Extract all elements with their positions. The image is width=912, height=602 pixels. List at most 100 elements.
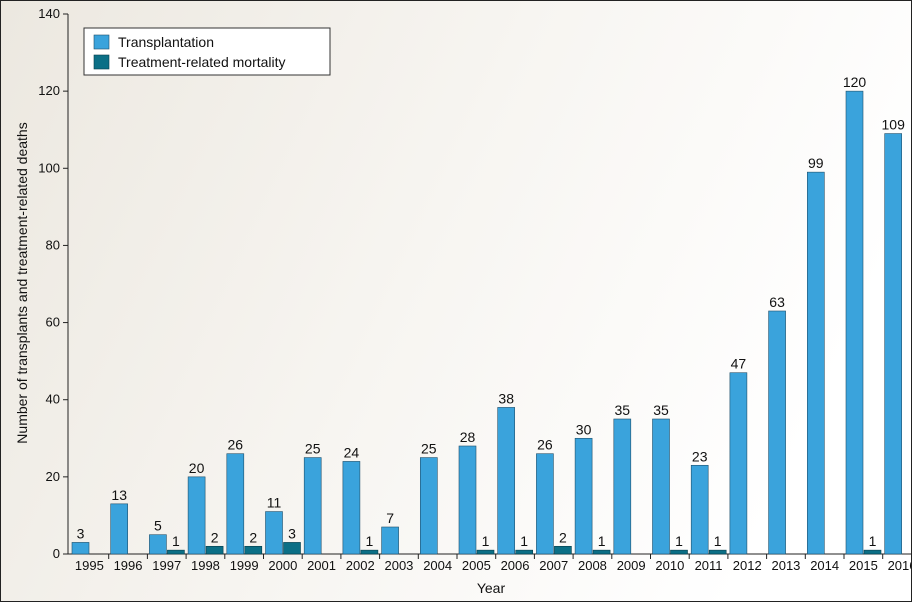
bar-mortality xyxy=(360,549,379,555)
legend-swatch-treatment-related-mortality xyxy=(93,54,110,70)
bar-mortality xyxy=(863,549,882,555)
bar-value-label: 1 xyxy=(675,533,683,549)
bar-mortality xyxy=(476,549,495,555)
bar-mortality xyxy=(592,549,611,555)
bar-transplantation xyxy=(187,476,206,555)
x-tick-label: 2012 xyxy=(733,558,762,573)
bar-transplantation xyxy=(652,418,670,555)
bar-value-label: 35 xyxy=(653,402,669,418)
y-tick-label: 20 xyxy=(46,469,60,484)
x-tick-label: 2004 xyxy=(423,558,452,573)
bar-mortality xyxy=(515,549,534,555)
x-tick-label: 2002 xyxy=(346,558,375,573)
bar-mortality xyxy=(554,545,572,555)
x-tick-label: 2000 xyxy=(268,558,297,573)
bar-transplantation xyxy=(729,372,748,555)
x-tick-label: 2009 xyxy=(617,558,646,573)
y-tick-label: 120 xyxy=(38,83,60,98)
bar-value-label: 1 xyxy=(520,533,528,549)
x-tick-label: 2007 xyxy=(539,558,568,573)
bar-value-label: 3 xyxy=(77,525,85,541)
bar-value-label: 35 xyxy=(615,402,631,418)
bar-transplantation xyxy=(71,542,90,555)
x-tick-label: 1998 xyxy=(191,558,220,573)
bar-value-label: 1 xyxy=(366,533,374,549)
bar-value-label: 109 xyxy=(882,117,906,133)
bar-value-label: 7 xyxy=(386,510,394,526)
bar-transplantation xyxy=(845,90,864,555)
bar-mortality xyxy=(283,542,301,555)
bar-transplantation xyxy=(381,526,399,555)
x-tick-label: 2014 xyxy=(810,558,839,573)
legend-swatch-transplantation xyxy=(93,34,110,50)
bar-mortality xyxy=(244,545,263,555)
bar-value-label: 1 xyxy=(598,533,606,549)
bar-value-label: 120 xyxy=(843,74,867,90)
legend-label-treatment-related-mortality: Treatment-related mortality xyxy=(118,54,286,70)
bar-transplantation xyxy=(768,310,786,555)
bar-value-label: 20 xyxy=(189,460,205,476)
bar-value-label: 30 xyxy=(576,421,592,437)
bar-value-label: 26 xyxy=(228,437,244,453)
x-tick-label: 1996 xyxy=(114,558,143,573)
bar-transplantation xyxy=(342,461,361,555)
y-tick-label: 0 xyxy=(53,546,60,561)
bar-value-label: 11 xyxy=(267,495,282,511)
bar-value-label: 1 xyxy=(869,533,877,549)
bar-value-label: 25 xyxy=(305,441,321,457)
bar-transplantation xyxy=(613,418,632,555)
bar-value-label: 26 xyxy=(537,437,553,453)
bar-value-label: 3 xyxy=(288,525,296,541)
y-axis-title: Number of transplants and treatment-rela… xyxy=(14,122,30,443)
x-tick-label: 1995 xyxy=(75,558,104,573)
y-tick-label: 40 xyxy=(46,392,60,407)
x-tick-label: 2005 xyxy=(462,558,491,573)
bar-value-label: 23 xyxy=(692,448,708,464)
bar-value-label: 47 xyxy=(731,356,747,372)
x-tick-label: 1997 xyxy=(152,558,181,573)
bar-value-label: 13 xyxy=(111,487,127,503)
bar-transplantation xyxy=(497,407,516,555)
bar-value-label: 5 xyxy=(154,518,162,534)
legend: Transplantation Treatment-related mortal… xyxy=(83,27,331,76)
bar-value-label: 25 xyxy=(421,441,437,457)
bar-transplantation xyxy=(226,453,245,555)
bar-transplantation xyxy=(149,534,167,555)
bar-value-label: 2 xyxy=(559,529,567,545)
x-tick-label: 2006 xyxy=(501,558,530,573)
bar-transplantation xyxy=(458,445,477,555)
x-tick-label: 1999 xyxy=(230,558,259,573)
x-tick-label: 2001 xyxy=(307,558,336,573)
y-tick-label: 80 xyxy=(46,237,60,252)
bar-value-label: 1 xyxy=(482,533,490,549)
x-tick-label: 2015 xyxy=(849,558,878,573)
bar-value-label: 24 xyxy=(344,444,360,460)
bar-value-label: 99 xyxy=(808,155,824,171)
bar-value-label: 28 xyxy=(460,429,476,445)
bar-transplantation xyxy=(690,464,709,555)
bar-value-label: 38 xyxy=(498,390,514,406)
x-tick-label: 2010 xyxy=(655,558,684,573)
bar-value-label: 2 xyxy=(249,529,257,545)
bar-transplantation xyxy=(110,503,128,555)
bar-mortality xyxy=(205,545,224,555)
x-tick-label: 2011 xyxy=(695,558,723,573)
bar-transplantation xyxy=(303,457,322,555)
bar-transplantation xyxy=(884,133,903,555)
bars xyxy=(71,90,903,555)
bar-value-label: 1 xyxy=(714,533,722,549)
bar-value-label: 1 xyxy=(172,533,180,549)
bar-mortality xyxy=(708,549,727,555)
bar-transplantation xyxy=(419,457,438,555)
x-tick-label: 2016 xyxy=(888,558,912,573)
y-tick-label: 100 xyxy=(38,160,60,175)
bar-transplantation xyxy=(536,453,554,555)
x-tick-label: 2013 xyxy=(771,558,800,573)
bar-mortality xyxy=(670,549,688,555)
x-axis-title: Year xyxy=(477,580,506,596)
bar-value-label: 63 xyxy=(769,294,785,310)
